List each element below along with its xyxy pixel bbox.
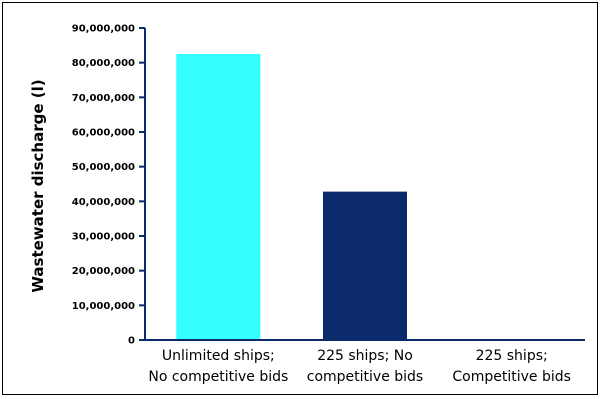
y-tick-label: 90,000,000	[72, 24, 135, 35]
y-tick-label: 50,000,000	[72, 162, 135, 173]
y-tick-label: 20,000,000	[72, 266, 135, 277]
y-axis-title: Wastewater discharge (l)	[29, 79, 47, 292]
chart-frame	[2, 2, 598, 395]
y-tick-label: 80,000,000	[72, 58, 135, 69]
bars	[176, 54, 407, 340]
y-tick-label: 60,000,000	[72, 128, 135, 139]
bar	[176, 54, 261, 340]
x-category-label: competitive bids	[307, 369, 423, 385]
y-axis-ticks: 0 10,000,000 20,000,000 30,000,000 40,000,00…	[72, 24, 145, 347]
x-category-label: 225 ships; No	[317, 348, 413, 364]
y-tick-label: 10,000,000	[72, 301, 135, 312]
x-category-label: No competitive bids	[148, 369, 288, 385]
x-axis-labels: Unlimited ships; No competitive bids 225 s…	[148, 348, 571, 385]
y-tick-label: 0	[128, 336, 135, 347]
bar	[323, 191, 407, 340]
x-category-label: Unlimited ships;	[162, 348, 275, 364]
y-tick-label: 40,000,000	[72, 197, 135, 208]
x-category-label: Competitive bids	[452, 369, 571, 385]
y-tick-label: 70,000,000	[72, 93, 135, 104]
x-category-label: 225 ships;	[476, 348, 548, 364]
y-tick-label: 30,000,000	[72, 232, 135, 243]
